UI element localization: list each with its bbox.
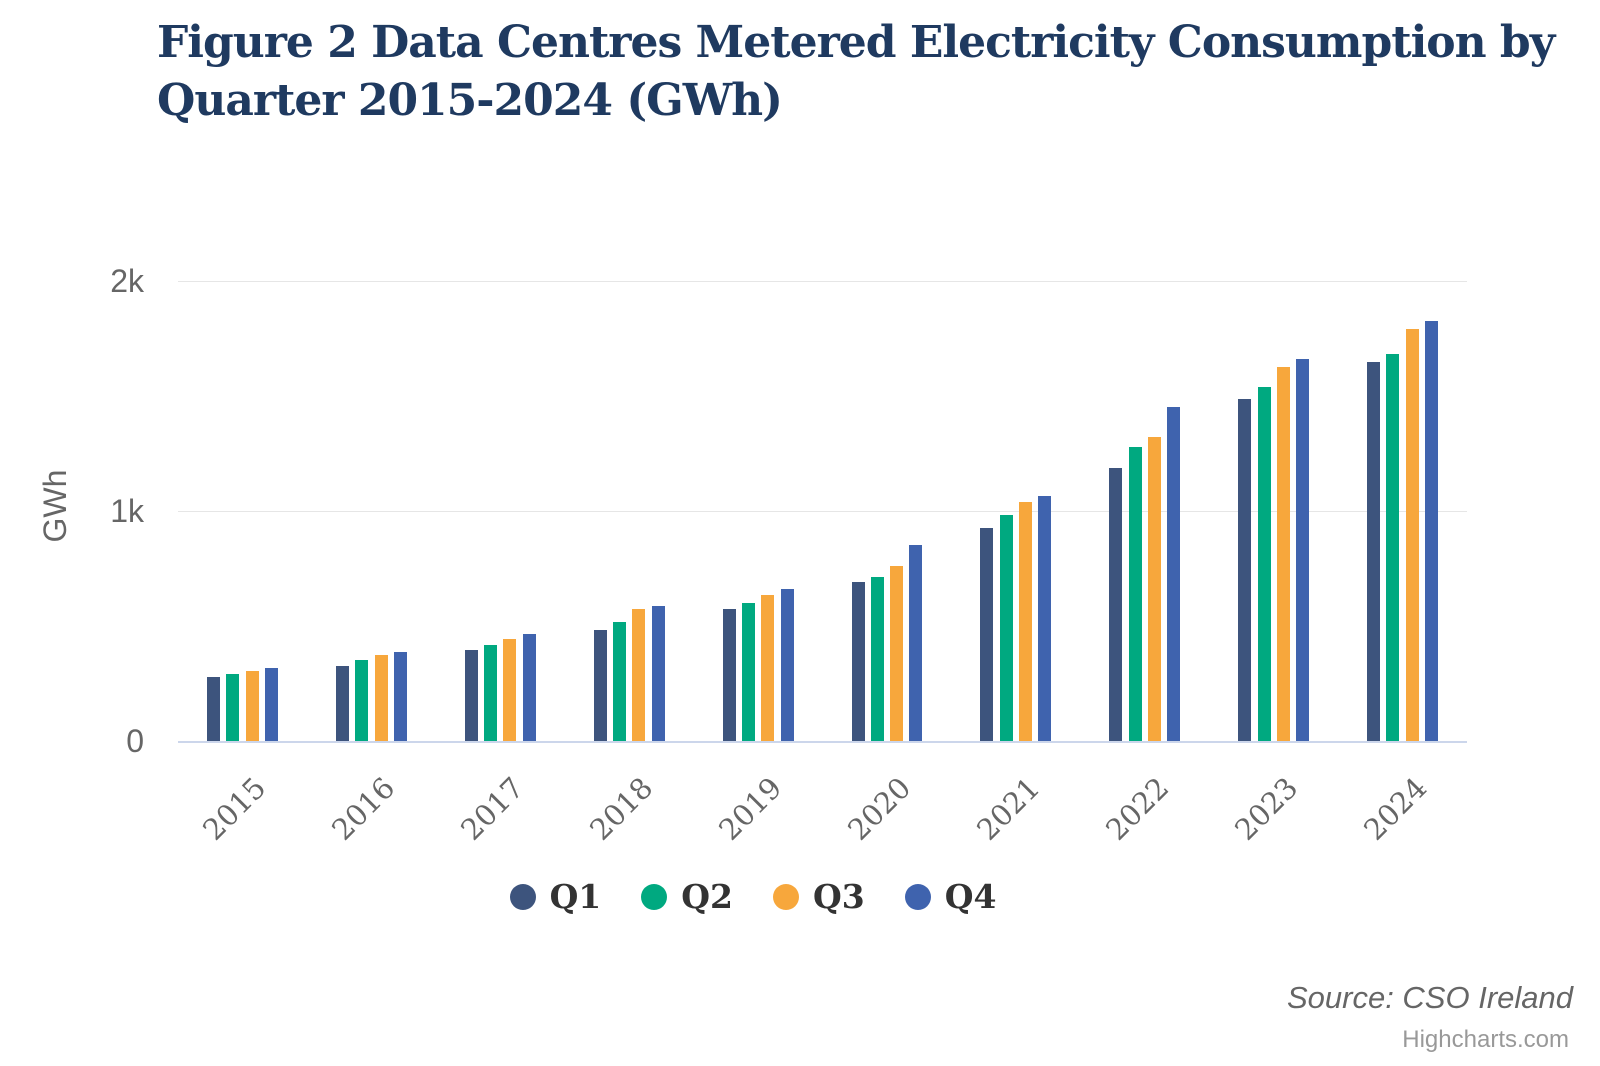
bar-2018-q2[interactable] bbox=[613, 622, 626, 741]
bar-2018-q3[interactable] bbox=[632, 609, 645, 741]
bar-2021-q2[interactable] bbox=[1000, 515, 1013, 741]
bar-2022-q2[interactable] bbox=[1129, 447, 1142, 741]
bar-2018-q4[interactable] bbox=[652, 606, 665, 741]
bar-2022-q4[interactable] bbox=[1167, 407, 1180, 741]
bar-2020-q4[interactable] bbox=[909, 545, 922, 741]
legend-label-q1: Q1 bbox=[549, 877, 602, 916]
bar-2023-q3[interactable] bbox=[1277, 367, 1290, 741]
x-tick-label-2016: 2016 bbox=[325, 770, 402, 847]
bar-2022-q3[interactable] bbox=[1148, 437, 1161, 741]
bar-2019-q2[interactable] bbox=[742, 603, 755, 741]
x-tick-label-2019: 2019 bbox=[712, 770, 789, 847]
legend: Q1 Q2 Q3 Q4 bbox=[0, 877, 1506, 916]
x-axis-line bbox=[178, 741, 1467, 743]
bar-2017-q3[interactable] bbox=[503, 639, 516, 741]
legend-marker-q2-icon bbox=[641, 883, 668, 910]
bar-2020-q1[interactable] bbox=[852, 582, 865, 741]
legend-marker-q4-icon bbox=[904, 883, 931, 910]
x-tick-label-2017: 2017 bbox=[454, 770, 531, 847]
bar-2016-q3[interactable] bbox=[375, 655, 388, 741]
bar-2017-q2[interactable] bbox=[484, 645, 497, 741]
legend-marker-q1-icon bbox=[509, 883, 536, 910]
bar-2020-q2[interactable] bbox=[871, 577, 884, 741]
chart-title-line-2: Quarter 2015-2024 (GWh) bbox=[157, 75, 783, 126]
bar-2016-q1[interactable] bbox=[336, 666, 349, 741]
y-gridline-1k bbox=[178, 511, 1467, 512]
y-gridline-2k bbox=[178, 281, 1467, 282]
bar-2015-q2[interactable] bbox=[226, 674, 239, 741]
bar-2024-q3[interactable] bbox=[1406, 329, 1419, 741]
bar-2018-q1[interactable] bbox=[594, 630, 607, 741]
source-credit: Source: CSO Ireland bbox=[1286, 980, 1573, 1015]
bar-2016-q4[interactable] bbox=[394, 652, 407, 741]
x-tick-label-2023: 2023 bbox=[1228, 770, 1305, 847]
legend-item-q3[interactable]: Q3 bbox=[773, 877, 865, 916]
bar-2021-q3[interactable] bbox=[1019, 502, 1032, 741]
bar-2023-q2[interactable] bbox=[1258, 387, 1271, 741]
x-tick-label-2018: 2018 bbox=[583, 770, 660, 847]
chart-title: Figure 2 Data Centres Metered Electricit… bbox=[157, 14, 1555, 130]
bar-2019-q3[interactable] bbox=[761, 595, 774, 741]
legend-item-q4[interactable]: Q4 bbox=[904, 877, 997, 916]
bar-2017-q1[interactable] bbox=[465, 650, 478, 741]
legend-marker-q3-icon bbox=[773, 883, 799, 910]
legend-item-q1[interactable]: Q1 bbox=[509, 877, 602, 916]
y-tick-label-2k: 2k bbox=[110, 263, 144, 299]
bar-2016-q2[interactable] bbox=[355, 660, 368, 741]
bar-2015-q4[interactable] bbox=[265, 668, 278, 741]
legend-label-q4: Q4 bbox=[944, 877, 997, 916]
x-tick-label-2015: 2015 bbox=[196, 770, 273, 847]
bar-2021-q4[interactable] bbox=[1038, 496, 1051, 741]
bar-2015-q1[interactable] bbox=[207, 677, 220, 741]
bar-2024-q4[interactable] bbox=[1425, 321, 1438, 741]
y-tick-label-1k: 1k bbox=[110, 493, 144, 529]
x-tick-label-2021: 2021 bbox=[970, 770, 1047, 847]
bar-2019-q4[interactable] bbox=[781, 589, 794, 741]
x-tick-label-2020: 2020 bbox=[841, 770, 918, 847]
highcharts-credit-link[interactable]: Highcharts.com bbox=[1402, 1026, 1569, 1053]
bar-2021-q1[interactable] bbox=[980, 528, 993, 741]
legend-label-q2: Q2 bbox=[681, 877, 733, 916]
legend-label-q3: Q3 bbox=[813, 877, 865, 916]
bar-2015-q3[interactable] bbox=[246, 671, 259, 741]
x-tick-label-2024: 2024 bbox=[1357, 770, 1434, 847]
bar-2024-q2[interactable] bbox=[1386, 354, 1399, 741]
x-tick-label-2022: 2022 bbox=[1099, 770, 1176, 847]
legend-item-q2[interactable]: Q2 bbox=[641, 877, 733, 916]
bar-2017-q4[interactable] bbox=[523, 634, 536, 741]
bar-2023-q1[interactable] bbox=[1238, 399, 1251, 741]
bar-2022-q1[interactable] bbox=[1109, 468, 1122, 741]
bar-2019-q1[interactable] bbox=[723, 609, 736, 741]
bar-2023-q4[interactable] bbox=[1296, 359, 1309, 741]
bar-2020-q3[interactable] bbox=[890, 566, 903, 741]
chart-title-line-1: Figure 2 Data Centres Metered Electricit… bbox=[157, 17, 1555, 68]
y-tick-label-0: 0 bbox=[126, 723, 144, 759]
bar-2024-q1[interactable] bbox=[1367, 362, 1380, 741]
